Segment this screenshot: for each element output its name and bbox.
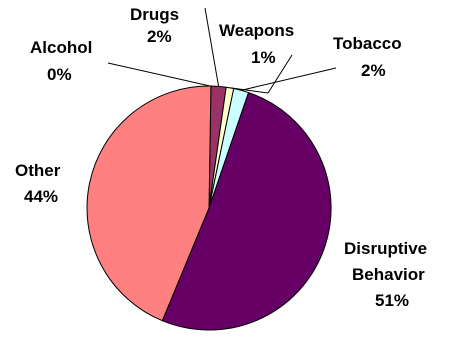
slice-name-weapons: Weapons [219,21,294,40]
leader-line-alcohol [107,62,211,87]
slice-percent-drugs: 2% [147,27,172,46]
slice-percent-other: 44% [24,187,58,206]
pie-slices [86,85,332,331]
slice-name-drugs: Drugs [130,5,179,24]
leader-line-tobacco [241,67,337,91]
slice-percent-weapons: 1% [251,48,276,67]
slice-label-drugs: Drugs 2% [130,5,184,46]
slice-percent-disruptive-behavior: 51% [375,291,409,310]
slice-name-alcohol: Alcohol [30,38,92,57]
leader-line-drugs [204,7,220,87]
pie-slice-other [86,85,212,322]
slice-percent-tobacco: 2% [361,61,386,80]
slice-name-disruptive-line2: Behavior [352,265,425,284]
slice-name-other: Other [15,161,61,180]
slice-name-tobacco: Tobacco [333,34,402,53]
slice-label-alcohol: Alcohol 0% [30,38,97,84]
slice-label-disruptive-behavior: Disruptive Behavior 51% [344,239,432,310]
slice-percent-alcohol: 0% [47,65,72,84]
slice-label-weapons: Weapons 1% [219,21,299,67]
leader-lines [107,7,337,94]
slice-label-other: Other 44% [15,161,65,206]
slice-label-tobacco: Tobacco 2% [333,34,406,80]
pie-slice-disruptive-behavior [161,91,332,331]
slice-name-disruptive-line1: Disruptive [344,239,427,258]
